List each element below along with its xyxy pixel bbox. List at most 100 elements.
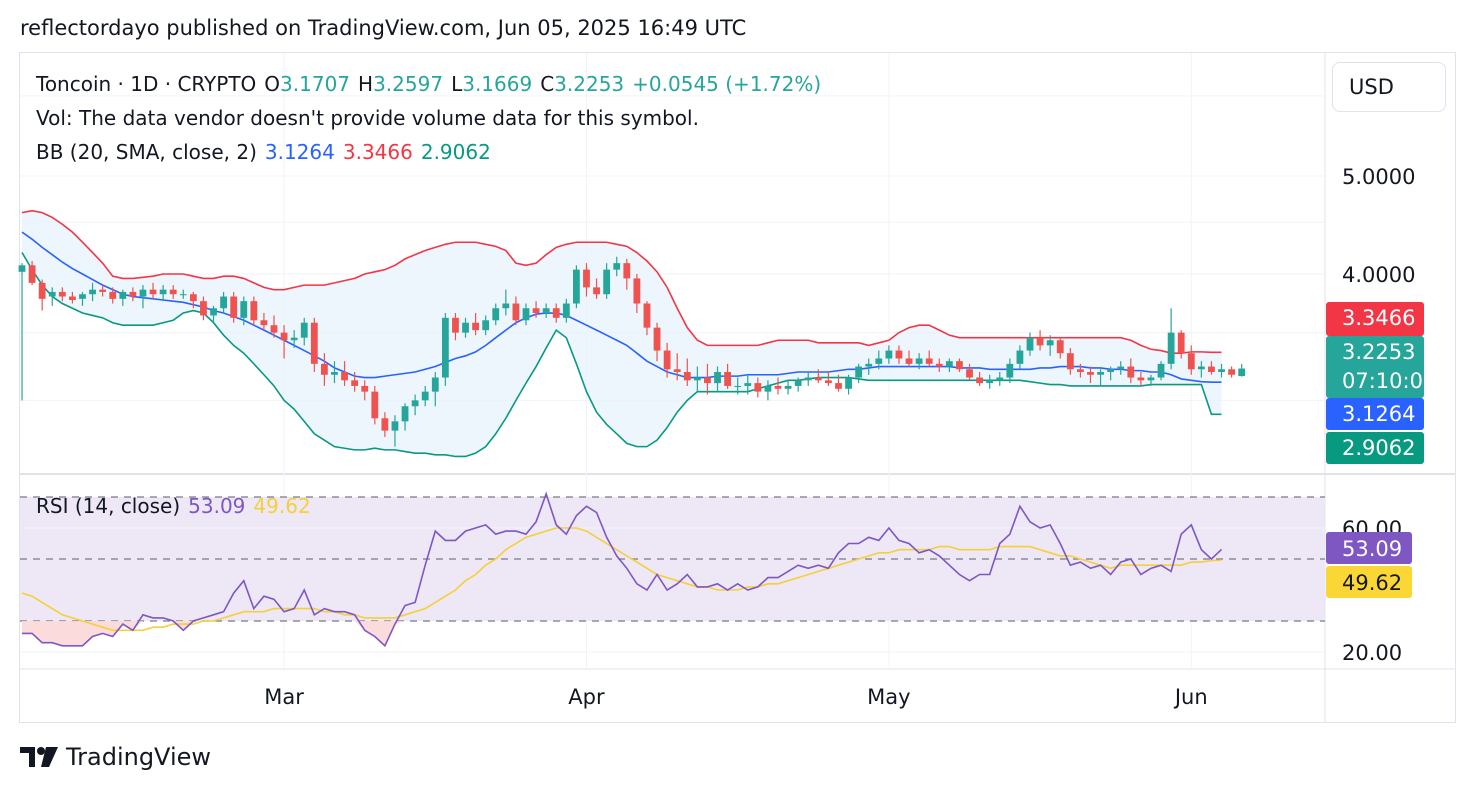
candle-body [673, 369, 681, 372]
candle [230, 291, 238, 323]
candle [704, 363, 711, 395]
candle [220, 291, 227, 314]
rsi-ma-badge-box [1326, 566, 1412, 598]
candle-body [1197, 366, 1205, 370]
candle [99, 285, 107, 297]
candle-body [240, 301, 248, 318]
candle [189, 291, 197, 309]
candle [825, 372, 832, 386]
bb-legend[interactable]: BB (20, SMA, close, 2) 3.1264 3.3466 2.9062 [36, 140, 499, 164]
candle [280, 325, 288, 359]
candle-body [784, 385, 792, 389]
candle [613, 256, 621, 277]
candle-body [1097, 372, 1104, 375]
candle [865, 358, 873, 375]
candle [1127, 358, 1135, 384]
bollinger-bands [21, 209, 1222, 458]
last-price-badge-text: 3.2253 [1342, 340, 1415, 364]
candle-body [341, 372, 348, 381]
candle [129, 287, 137, 302]
candle-body [18, 265, 26, 272]
candle-body [280, 332, 288, 341]
volume-note: Vol: The data vendor doesn't provide vol… [36, 106, 699, 130]
price-tick-label: 4.0000 [1342, 263, 1415, 287]
candle-body [976, 377, 983, 384]
bb-lower-value: 2.9062 [420, 140, 491, 164]
rsi-line [22, 491, 1223, 648]
candle-body [522, 308, 530, 321]
candle [300, 317, 308, 346]
candle-body [774, 385, 782, 389]
candle-body [583, 269, 590, 288]
bb-basis-line [21, 231, 1222, 384]
candle-body [714, 372, 721, 384]
candle-body [109, 291, 117, 299]
candle [714, 366, 721, 392]
candle-body [552, 308, 560, 318]
candle [79, 291, 86, 306]
close-value: 3.2253 [554, 72, 625, 96]
candle [1087, 366, 1094, 384]
candle-body [310, 322, 318, 364]
bb-upper-badge: 3.3466 [1326, 302, 1424, 336]
candle [482, 315, 490, 336]
candle-body [1228, 369, 1235, 375]
candle-body [956, 361, 963, 370]
rsi-pane [20, 491, 1325, 653]
candle [411, 394, 419, 416]
bb-label: BB (20, SMA, close, 2) [36, 140, 257, 164]
bb-basis-badge-box [1326, 398, 1424, 430]
candle [1117, 361, 1125, 375]
bb-upper-badge-text: 3.3466 [1342, 306, 1415, 330]
candle-body [1137, 377, 1145, 381]
bb-fill [22, 210, 1222, 457]
candle-body [1016, 350, 1024, 364]
time-tick-label: May [867, 685, 910, 709]
candle [472, 313, 479, 336]
candle-body [663, 350, 671, 370]
high-value: 3.2597 [373, 72, 444, 96]
candle-body [1187, 353, 1195, 370]
candle [371, 385, 379, 425]
candle [69, 291, 76, 304]
candle [562, 298, 570, 323]
rsi-value: 53.09 [188, 494, 246, 518]
candle [270, 315, 278, 338]
candle-body [966, 369, 973, 378]
time-tick-label: Apr [568, 685, 605, 709]
rsi-label: RSI (14, close) [36, 494, 181, 518]
candle [1147, 374, 1155, 386]
symbol-title[interactable]: Toncoin · 1D · CRYPTO [36, 72, 257, 96]
rsi-legend[interactable]: RSI (14, close) 53.09 49.62 [36, 494, 319, 518]
candle-body [129, 291, 137, 297]
candle-body [704, 377, 711, 384]
candle [683, 358, 691, 386]
bb-basis-badge-text: 3.1264 [1342, 402, 1415, 426]
candle [1177, 330, 1185, 359]
candle [915, 353, 923, 370]
candle [925, 350, 933, 367]
candle [583, 263, 590, 297]
candle-body [300, 322, 308, 338]
bb-upper-line [21, 209, 1222, 354]
footer-brand[interactable]: TradingView [20, 743, 211, 771]
candle-body [462, 322, 469, 333]
candle [28, 261, 36, 286]
candle [331, 361, 338, 384]
candle-body [139, 289, 147, 297]
candle-body [99, 289, 107, 292]
change-value: +0.0545 (+1.72%) [632, 72, 822, 96]
candle [48, 287, 56, 306]
candle [200, 296, 207, 321]
currency-button[interactable]: USD [1332, 62, 1446, 112]
candle-body [189, 294, 197, 302]
candle-body [220, 296, 227, 309]
candle [1157, 361, 1165, 381]
bb-lower-badge-text: 2.9062 [1342, 436, 1415, 460]
candle-body [492, 308, 500, 321]
candle-body [875, 358, 883, 364]
bb-lower-badge-box [1326, 432, 1424, 464]
candle [462, 317, 469, 338]
candle [1016, 345, 1024, 370]
